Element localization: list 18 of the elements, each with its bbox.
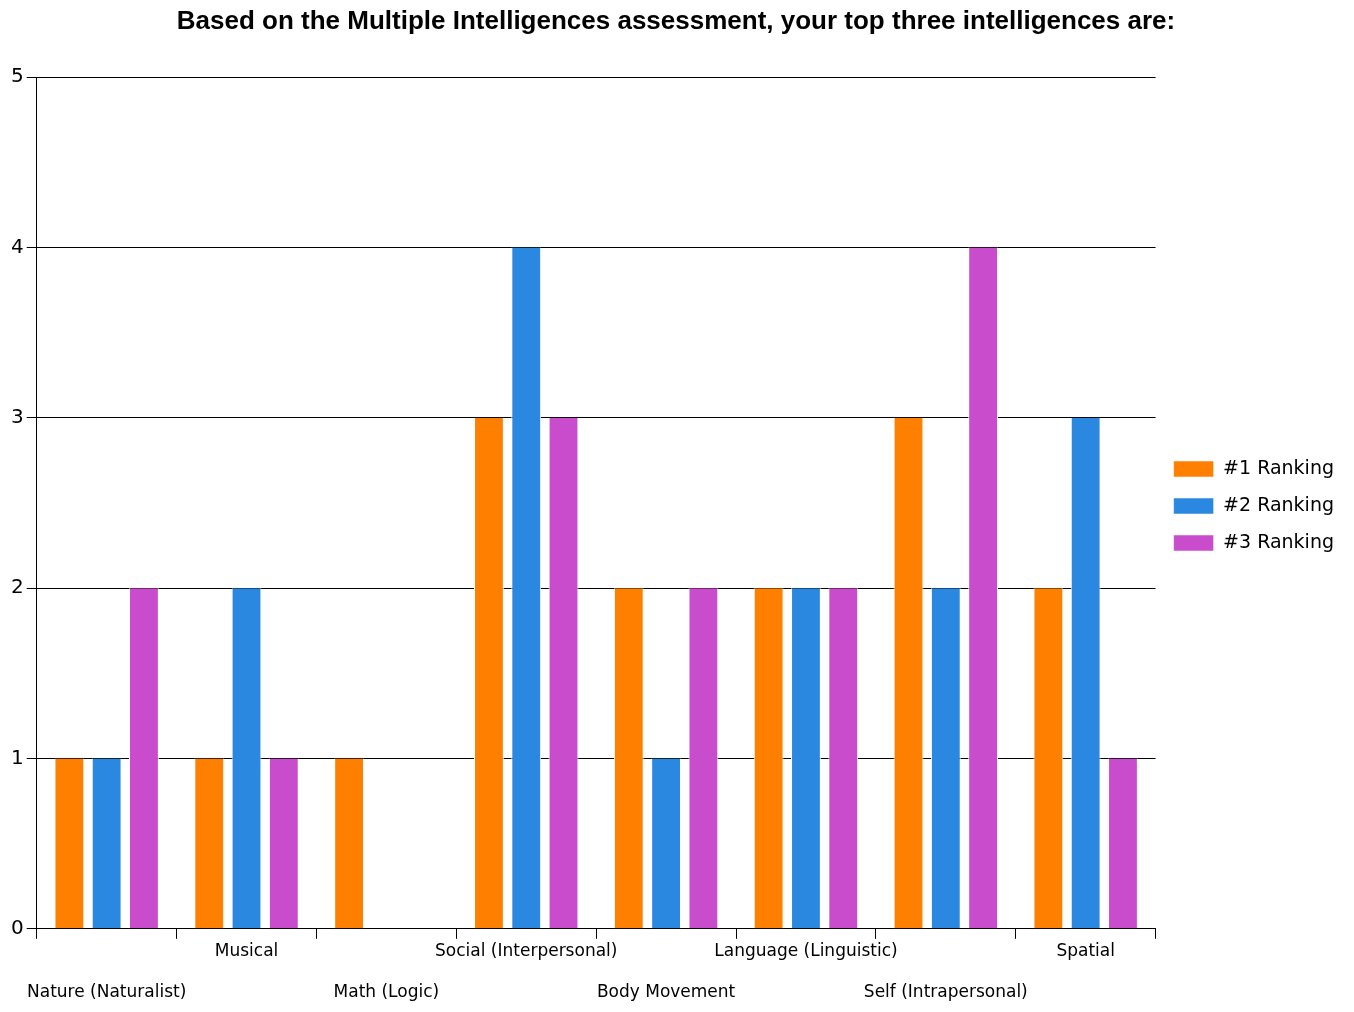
x-tick-label: Nature (Naturalist) <box>27 981 187 1002</box>
x-tick-label: Social (Interpersonal) <box>435 940 618 961</box>
y-tick-label: 4 <box>10 233 24 258</box>
x-tick-label: Language (Linguistic) <box>714 940 898 961</box>
x-tick-label: Spatial <box>1056 940 1115 961</box>
x-tick-label: Musical <box>214 940 279 961</box>
x-tick-label: Self (Intrapersonal) <box>863 981 1028 1002</box>
chart-title: Based on the Multiple Intelligences assessment, your top three intelligences are: <box>176 4 1176 35</box>
legend-label: #3 Ranking <box>1223 529 1334 552</box>
legend-label: #2 Ranking <box>1223 492 1334 515</box>
y-tick-label: 1 <box>10 744 24 769</box>
y-tick-label: 0 <box>10 915 24 939</box>
y-tick-label: 5 <box>10 63 24 88</box>
legend-label: #1 Ranking <box>1223 455 1334 478</box>
y-tick-label: 2 <box>10 574 24 599</box>
y-tick-label: 3 <box>10 404 24 429</box>
x-tick-label: Body Movement <box>596 981 736 1002</box>
x-tick-label: Math (Logic) <box>333 981 440 1002</box>
